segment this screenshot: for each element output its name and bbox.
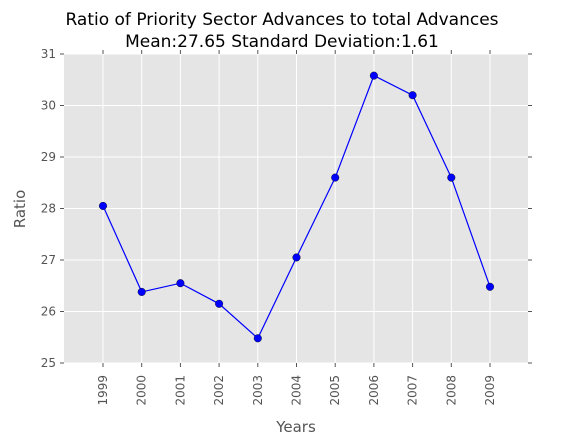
data-point	[369, 71, 378, 80]
data-point	[408, 91, 417, 100]
x-tick-label: 1999	[96, 375, 110, 406]
data-point	[331, 173, 340, 182]
y-tick-label: 25	[41, 356, 56, 370]
y-tick-label: 29	[41, 150, 56, 164]
data-point	[98, 201, 107, 210]
x-tick-label: 2006	[367, 375, 381, 406]
data-point	[215, 299, 224, 308]
data-point	[292, 253, 301, 262]
data-point	[137, 287, 146, 296]
x-tick-label: 2005	[328, 375, 342, 406]
x-tick-label: 2001	[173, 375, 187, 406]
x-tick-labels: 1999 2000 2001 2002 2003 2004 2005 2006 2007 2008…	[96, 375, 497, 406]
data-point	[176, 279, 185, 288]
data-points	[98, 71, 495, 343]
x-tick-label: 2004	[290, 375, 304, 406]
x-tick-label: 2009	[483, 375, 497, 406]
chart-title: Ratio of Priority Sector Advances to tot…	[65, 10, 498, 30]
data-point	[486, 282, 495, 291]
y-tick-label: 26	[41, 305, 56, 319]
y-tick-label: 27	[41, 253, 56, 267]
y-tick-label: 30	[41, 99, 56, 113]
data-point	[253, 334, 262, 343]
data-point	[447, 173, 456, 182]
x-tick-label: 2000	[135, 375, 149, 406]
x-axis-label: Years	[275, 418, 316, 436]
x-tick-label: 2002	[212, 375, 226, 406]
y-axis-label: Ratio	[11, 190, 29, 229]
y-tick-label: 28	[41, 202, 56, 216]
x-tick-label: 2007	[406, 375, 420, 406]
axis-ticks	[60, 50, 532, 367]
x-tick-label: 2008	[444, 375, 458, 406]
chart-subtitle: Mean:27.65 Standard Deviation:1.61	[125, 32, 439, 52]
y-tick-labels: 25 26 27 28 29 30 31	[41, 47, 56, 370]
x-tick-label: 2003	[251, 375, 265, 406]
y-tick-label: 31	[41, 47, 56, 61]
